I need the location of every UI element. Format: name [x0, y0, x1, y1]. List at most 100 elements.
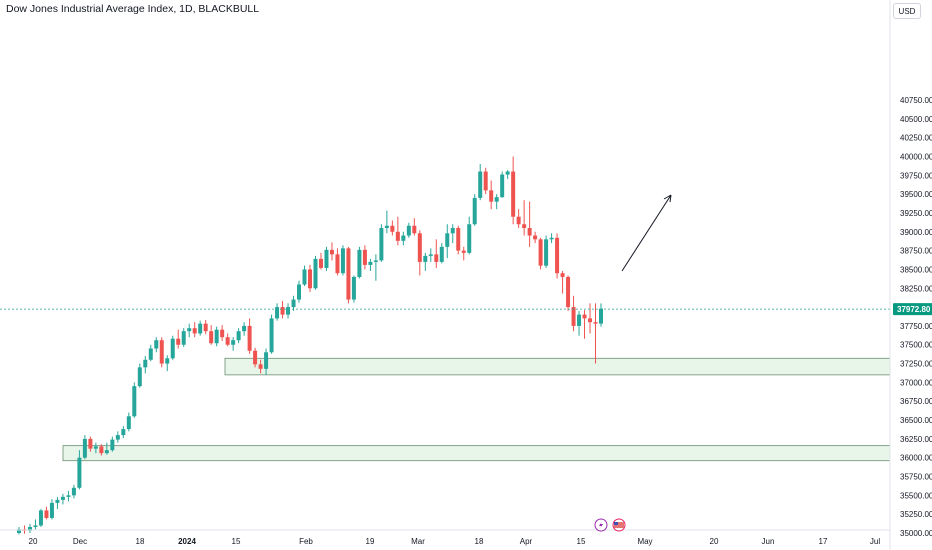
candle — [77, 450, 82, 490]
candle — [236, 328, 241, 344]
candle-body — [55, 499, 60, 503]
candle-body — [280, 307, 285, 315]
candle — [362, 245, 367, 270]
candle-body — [599, 308, 603, 324]
trend-arrow-head — [663, 194, 672, 203]
candle — [286, 303, 291, 319]
candle-body — [362, 249, 367, 265]
candle-body — [275, 307, 280, 319]
candle-body — [351, 276, 356, 300]
candle-body — [406, 225, 411, 236]
candle-body — [560, 273, 565, 277]
candle-body — [450, 228, 455, 234]
candle — [450, 224, 455, 244]
candle-body — [412, 225, 417, 234]
price-tick-label: 39250.00 — [900, 209, 932, 218]
candle — [198, 320, 203, 336]
time-tick-label: Jun — [762, 537, 775, 546]
candle-body — [104, 450, 109, 454]
candle — [346, 246, 351, 304]
candle — [170, 335, 175, 360]
candle-body — [33, 525, 38, 527]
candle-body — [566, 276, 571, 308]
candle — [143, 356, 148, 374]
time-axis: 20 Dec 18 2024 15 Feb 19 Mar 18 Apr 15 May 20 Jun 17 Ju… — [29, 537, 881, 546]
candle-body — [77, 457, 82, 488]
price-tick-label: 37500.00 — [900, 341, 932, 350]
candle-body — [236, 331, 241, 341]
candle-body — [335, 254, 340, 274]
candle — [55, 496, 60, 509]
candle-body — [373, 260, 378, 262]
candle-body — [253, 350, 258, 365]
candle — [187, 323, 192, 338]
candle-body — [577, 314, 582, 326]
candle-body — [472, 197, 477, 225]
candle-body — [17, 529, 21, 533]
price-tick-label: 36000.00 — [900, 454, 932, 463]
candle — [505, 170, 510, 180]
candle — [93, 442, 98, 454]
candle — [269, 314, 274, 354]
candle-body — [340, 248, 345, 274]
candle-body — [71, 487, 76, 496]
candle — [395, 216, 400, 246]
candle — [560, 270, 565, 294]
candle — [176, 329, 181, 349]
candle — [428, 248, 433, 262]
candle-body — [384, 225, 389, 229]
candle-body — [588, 318, 593, 323]
candle-body — [264, 352, 269, 369]
candle — [511, 156, 516, 225]
price-tick-label: 40250.00 — [900, 134, 932, 143]
time-tick-label: Feb — [299, 537, 313, 546]
candle-body — [500, 174, 505, 198]
candle-body — [329, 249, 334, 255]
time-tick-label: 19 — [366, 537, 375, 546]
price-tick-label: 39500.00 — [900, 190, 932, 199]
candle-body — [291, 299, 296, 308]
candle — [318, 252, 323, 270]
candle-body — [82, 438, 87, 458]
event-icons — [594, 518, 626, 532]
candle-body — [423, 255, 428, 262]
time-tick-label: 17 — [819, 537, 828, 546]
candle — [110, 436, 115, 452]
candle — [439, 243, 444, 264]
candle-body — [247, 325, 252, 351]
price-tick-label: 40750.00 — [900, 96, 932, 105]
candle-body — [159, 340, 164, 364]
price-tick-label: 35000.00 — [900, 529, 932, 538]
currency-selector[interactable]: USD — [893, 3, 921, 19]
candle-body — [192, 328, 197, 334]
candle-body — [269, 318, 274, 353]
candle — [159, 337, 164, 368]
candle — [38, 508, 43, 527]
candle-body — [527, 228, 532, 236]
candle — [335, 248, 340, 276]
current-price-tag: 37972.80 — [893, 303, 932, 316]
candle — [412, 218, 417, 236]
candle — [280, 301, 285, 319]
candle-body — [231, 340, 236, 345]
candle — [582, 310, 587, 339]
candle — [308, 264, 312, 293]
candle-body — [154, 340, 159, 349]
candle — [225, 333, 230, 347]
candle-body — [297, 284, 302, 300]
candle — [313, 255, 318, 290]
price-tick-label: 36750.00 — [900, 397, 932, 406]
candle-body — [318, 258, 323, 268]
candle-body — [110, 439, 115, 451]
candle — [60, 493, 65, 505]
candle — [494, 194, 499, 210]
candle — [461, 246, 466, 261]
time-tick-label: 18 — [136, 537, 145, 546]
candle — [275, 303, 280, 321]
candle-body — [544, 239, 549, 266]
candle — [522, 200, 527, 236]
candle — [516, 209, 521, 229]
time-tick-label: Mar — [411, 537, 425, 546]
candle-body — [225, 337, 230, 345]
